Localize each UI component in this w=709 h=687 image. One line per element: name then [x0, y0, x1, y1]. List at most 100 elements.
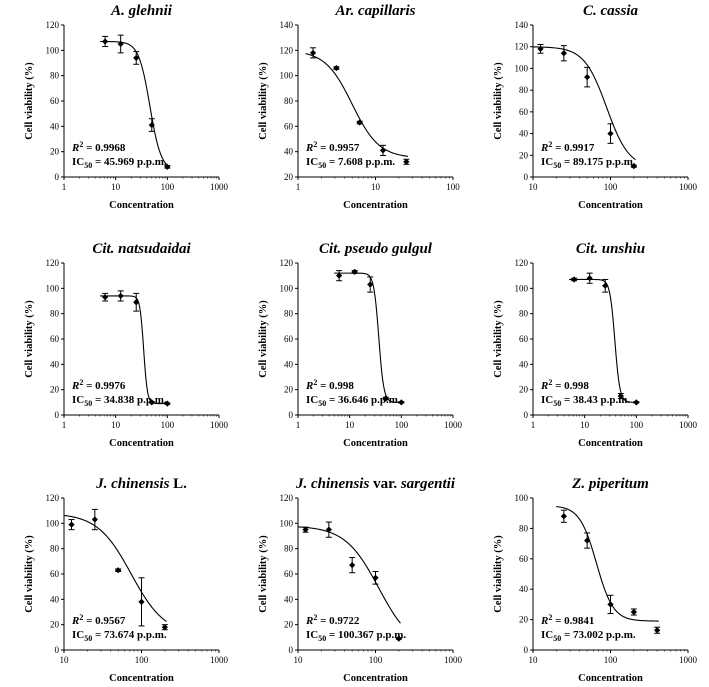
chart-title: Ar. capillaris — [334, 3, 415, 19]
x-tick-label: 100 — [161, 182, 175, 192]
ic50-subscript: 50 — [84, 161, 92, 170]
r-squared-equals: = — [552, 380, 564, 392]
x-tick-label: 10 — [294, 655, 304, 665]
y-axis-label: Cell viability (%) — [258, 300, 269, 378]
y-tick-label: 20 — [284, 172, 294, 182]
x-axis-label: Concentration — [109, 438, 174, 449]
ic50-equals: = — [326, 629, 338, 641]
data-point — [630, 608, 637, 616]
y-tick-label: 0 — [55, 645, 60, 655]
r-squared-equals: = — [83, 380, 95, 392]
r-squared-value: 0.9917 — [564, 142, 595, 154]
x-tick-label: 10 — [529, 655, 539, 665]
data-point — [351, 268, 358, 275]
data-point — [584, 537, 591, 544]
y-tick-label: 20 — [284, 385, 294, 395]
r-squared-annotation: R2 = 0.9722 — [305, 613, 360, 627]
x-tick-label: 100 — [161, 420, 175, 430]
y-tick-label: 20 — [50, 620, 60, 630]
r-squared-symbol: R — [71, 142, 79, 154]
ic50-value: 7.608 p.p.m. — [338, 156, 395, 168]
ic50-value: 34.838 p.p.m. — [104, 394, 167, 406]
r-squared-annotation: R2 = 0.9957 — [305, 140, 360, 154]
y-tick-label: 0 — [524, 172, 529, 182]
x-tick-label: 10 — [111, 420, 121, 430]
r-squared-symbol: R — [305, 615, 313, 627]
y-tick-label: 80 — [284, 544, 294, 554]
x-tick-label: 1 — [62, 420, 67, 430]
data-point — [379, 147, 387, 154]
y-tick-label: 120 — [280, 493, 294, 503]
y-tick-label: 0 — [289, 410, 294, 420]
y-tick-label: 0 — [289, 645, 294, 655]
y-tick-label: 20 — [50, 385, 60, 395]
y-tick-label: 40 — [50, 594, 60, 604]
chart-title: Cit. unshiu — [576, 241, 645, 257]
ic50-subscript: 50 — [318, 634, 326, 643]
data-point — [537, 45, 544, 52]
data-point — [333, 64, 340, 72]
chart-panel: J. chinensis L. 0 20 40 60 80 100 120 10 100 1000 C… — [24, 476, 229, 684]
chart-panel: J. chinensis var. sargentii 0 20 40 60 80 100 1… — [258, 476, 463, 684]
x-tick-label: 1 — [296, 420, 301, 430]
r-squared-superscript: 2 — [79, 378, 83, 387]
y-tick-label: 60 — [284, 334, 294, 344]
ic50-annotation: IC50 = 100.367 p.p.m. — [306, 629, 406, 643]
ic50-equals: = — [326, 394, 338, 406]
y-tick-label: 40 — [50, 121, 60, 131]
y-tick-label: 80 — [50, 71, 60, 81]
chart-title: Cit. natsudaidai — [92, 241, 191, 257]
chart-title: Z. piperitum — [571, 476, 649, 492]
y-tick-label: 20 — [519, 150, 529, 160]
chart-title: J. chinensis var. sargentii — [295, 476, 456, 492]
data-point — [602, 282, 609, 289]
x-tick-label: 1000 — [679, 655, 698, 665]
fit-curve — [556, 506, 659, 622]
r-squared-equals: = — [83, 142, 95, 154]
r-squared-symbol: R — [71, 615, 79, 627]
chart-title-part: L. — [169, 476, 187, 492]
data-point — [382, 395, 389, 402]
chart-panel: Ar. capillaris 20 40 60 80 100 120 140 1 10 100 Con… — [258, 3, 460, 211]
ic50-annotation: IC50 = 38.43 p.p.m. — [541, 394, 630, 408]
fit-curve — [305, 53, 409, 157]
x-tick-label: 1 — [296, 182, 301, 192]
y-tick-label: 80 — [284, 96, 294, 106]
y-tick-label: 100 — [515, 283, 529, 293]
fit-curve — [532, 46, 636, 161]
y-axis-label: Cell viability (%) — [258, 62, 269, 140]
ic50-symbol: IC — [72, 629, 84, 641]
y-axis-label: Cell viability (%) — [24, 300, 35, 378]
ic50-annotation: IC50 = 36.646 p.p.m. — [306, 394, 401, 408]
x-axis-label: Concentration — [343, 673, 408, 682]
chart-panel: Z. piperitum 0 20 40 60 80 100 10 100 1000 Concent… — [493, 476, 698, 684]
r-squared-value: 0.998 — [329, 380, 354, 392]
data-point — [164, 163, 171, 170]
ic50-annotation: IC50 = 7.608 p.p.m. — [306, 156, 395, 170]
r-squared-superscript: 2 — [313, 613, 317, 622]
x-tick-label: 100 — [604, 182, 618, 192]
y-tick-label: 80 — [519, 85, 529, 95]
x-tick-label: 1000 — [210, 182, 229, 192]
data-point — [560, 513, 567, 520]
r-squared-symbol: R — [305, 380, 313, 392]
r-squared-value: 0.9957 — [329, 142, 360, 154]
y-tick-label: 100 — [280, 283, 294, 293]
ic50-subscript: 50 — [553, 161, 561, 170]
ic50-subscript: 50 — [553, 399, 561, 408]
r-squared-symbol: R — [305, 142, 313, 154]
data-point — [68, 521, 75, 528]
chart-title: J. chinensis L. — [95, 476, 187, 492]
x-axis-label: Concentration — [578, 438, 643, 449]
data-point — [117, 292, 124, 300]
ic50-value: 36.646 p.p.m. — [338, 394, 401, 406]
chart-title-part: J. chinensis — [295, 476, 370, 492]
y-tick-label: 40 — [284, 147, 294, 157]
ic50-equals: = — [92, 629, 104, 641]
data-point — [586, 275, 593, 282]
r-squared-symbol: R — [540, 142, 548, 154]
y-tick-label: 100 — [515, 63, 529, 73]
ic50-equals: = — [561, 394, 573, 406]
